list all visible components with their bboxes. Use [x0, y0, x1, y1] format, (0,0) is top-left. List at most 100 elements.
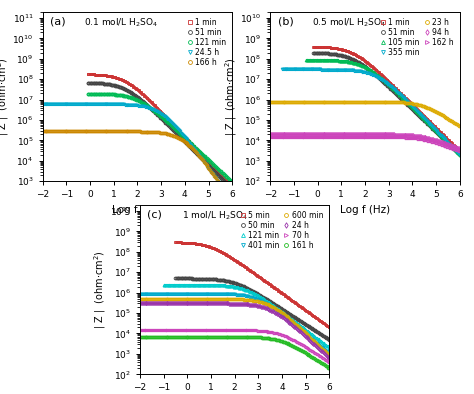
161 h	[145, 334, 150, 339]
70 h	[148, 327, 154, 332]
161 h	[172, 334, 178, 339]
94 h	[318, 132, 324, 137]
166 h	[91, 129, 96, 134]
1 min	[112, 75, 118, 80]
600 min	[317, 344, 323, 349]
1 min	[319, 45, 325, 49]
105 min	[449, 145, 455, 149]
51 min	[319, 51, 325, 56]
24 h	[172, 301, 178, 306]
5 min	[313, 316, 319, 320]
51 min	[85, 80, 91, 85]
600 min	[188, 296, 193, 301]
5 min	[182, 240, 188, 245]
94 h	[441, 140, 447, 145]
24 h	[148, 301, 154, 306]
166 h	[47, 129, 53, 134]
162 h	[267, 134, 273, 139]
161 h	[327, 366, 332, 371]
Line: 1 min: 1 min	[86, 73, 234, 189]
121 min	[217, 168, 223, 173]
1 min	[316, 45, 321, 49]
105 min	[344, 59, 350, 64]
Line: 1 min: 1 min	[311, 45, 461, 152]
Line: 162 h: 162 h	[269, 136, 461, 152]
355 min	[312, 67, 318, 72]
355 min	[290, 67, 296, 72]
401 min	[327, 351, 332, 356]
1 min	[229, 185, 235, 190]
70 h	[188, 327, 193, 332]
1 min	[310, 45, 316, 49]
105 min	[444, 139, 449, 144]
24 h	[327, 356, 332, 361]
121 min	[112, 92, 118, 97]
600 min	[327, 353, 332, 358]
23 h	[302, 99, 308, 104]
162 h	[275, 134, 281, 139]
161 h	[188, 334, 193, 339]
5 min	[214, 247, 219, 252]
94 h	[302, 132, 308, 137]
50 min	[173, 276, 178, 281]
121 min	[171, 282, 176, 287]
401 min	[137, 291, 143, 296]
50 min	[179, 276, 184, 281]
Text: (b): (b)	[278, 17, 293, 27]
5 min	[327, 325, 332, 330]
23 h	[447, 118, 453, 123]
Line: 401 min: 401 min	[138, 292, 331, 355]
355 min	[448, 143, 454, 148]
Line: 23 h: 23 h	[269, 100, 461, 128]
162 h	[279, 134, 284, 139]
105 min	[309, 58, 315, 62]
Line: 70 h: 70 h	[138, 329, 331, 364]
1 min	[349, 50, 355, 55]
Y-axis label: | Z |  (ohm$\cdot$cm$^2$): | Z | (ohm$\cdot$cm$^2$)	[0, 57, 11, 136]
24 h	[145, 301, 150, 306]
Line: 161 h: 161 h	[138, 335, 331, 370]
50 min	[327, 337, 332, 342]
162 h	[447, 145, 453, 150]
5 min	[179, 240, 184, 245]
Y-axis label: | Z |  (ohm$\cdot$cm$^2$): | Z | (ohm$\cdot$cm$^2$)	[92, 250, 108, 329]
121 min	[85, 91, 91, 96]
51 min	[349, 57, 355, 61]
121 min	[161, 282, 166, 287]
50 min	[214, 277, 219, 282]
X-axis label: Log f (Hz): Log f (Hz)	[112, 205, 163, 215]
70 h	[310, 349, 316, 354]
51 min	[310, 50, 316, 55]
Text: (a): (a)	[50, 17, 66, 27]
24.5 h	[229, 198, 235, 203]
51 min	[123, 87, 129, 92]
401 min	[188, 291, 193, 296]
Legend: 1 min, 51 min, 121 min, 24.5 h, 166 h: 1 min, 51 min, 121 min, 24.5 h, 166 h	[184, 16, 228, 69]
166 h	[229, 199, 235, 204]
1 min	[123, 80, 129, 84]
1 min	[91, 72, 96, 77]
Line: 355 min: 355 min	[281, 68, 461, 156]
121 min	[91, 91, 96, 96]
50 min	[319, 332, 325, 337]
355 min	[279, 67, 285, 72]
51 min	[93, 81, 99, 85]
51 min	[316, 50, 321, 55]
Line: 24 h: 24 h	[138, 302, 331, 360]
401 min	[148, 291, 154, 296]
24.5 h	[51, 102, 57, 106]
401 min	[145, 291, 150, 296]
401 min	[172, 291, 178, 296]
121 min	[93, 91, 99, 96]
24 h	[188, 301, 193, 306]
Legend: 1 min, 51 min, 105 min, 355 min, 23 h, 94 h, 162 h: 1 min, 51 min, 105 min, 355 min, 23 h, 9…	[378, 16, 456, 59]
Line: 94 h: 94 h	[269, 133, 461, 150]
1 min	[445, 136, 450, 141]
1 min	[449, 141, 455, 146]
166 h	[40, 129, 46, 134]
24.5 h	[40, 102, 46, 106]
Line: 24.5 h: 24.5 h	[41, 103, 234, 201]
121 min	[312, 335, 318, 339]
Line: 600 min: 600 min	[138, 297, 331, 357]
162 h	[441, 143, 447, 147]
